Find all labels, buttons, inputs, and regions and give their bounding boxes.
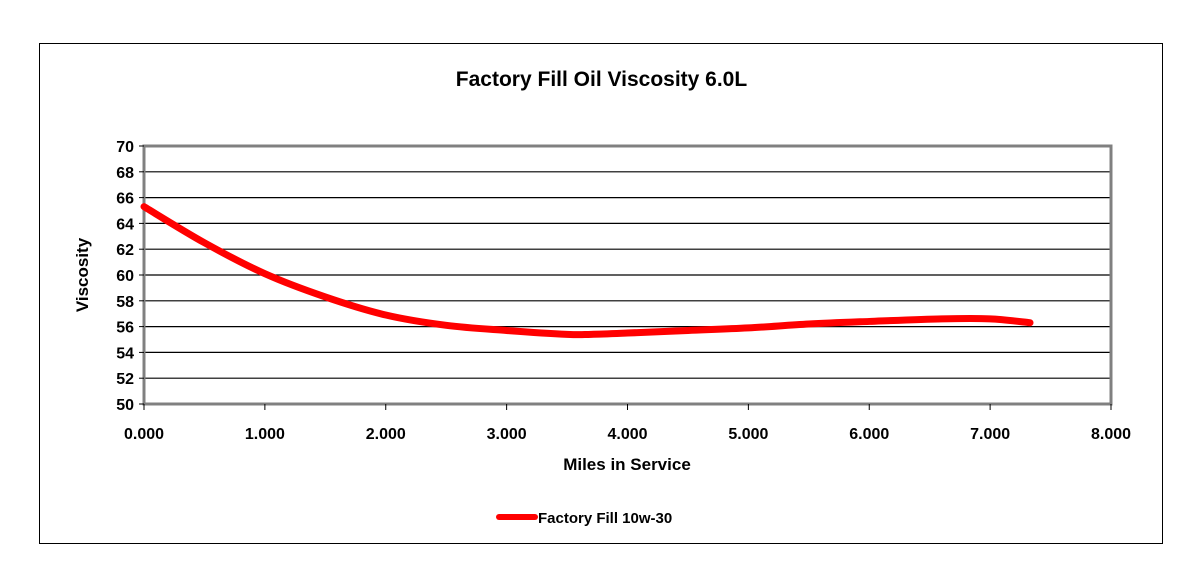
y-tick-label: 58	[116, 294, 134, 311]
y-tick-label: 64	[116, 216, 134, 233]
gridlines	[144, 145, 1111, 405]
y-tick-label: 66	[116, 191, 134, 208]
chart-title: Factory Fill Oil Viscosity 6.0L	[455, 68, 748, 91]
x-tick-label: 5.000	[728, 426, 768, 443]
y-tick-label: 56	[116, 320, 134, 337]
x-tick-label: 3.000	[487, 426, 527, 443]
y-tick-label: 50	[116, 397, 134, 414]
y-tick-label: 62	[116, 242, 134, 259]
x-axis-label: Miles in Service	[563, 455, 691, 474]
y-tick-label: 70	[116, 139, 134, 156]
y-tick-label: 52	[116, 371, 134, 388]
y-tick-label: 60	[116, 268, 134, 285]
x-tick-label: 0.000	[124, 426, 164, 443]
legend: Factory Fill 10w-30	[496, 510, 672, 527]
x-axis: 0.000 1.000 2.000 3.000 4.000 5.000 6.000 7.000…	[124, 404, 1131, 443]
y-axis-label: Viscosity	[73, 237, 92, 312]
x-tick-label: 6.000	[849, 426, 889, 443]
chart-frame	[39, 43, 1163, 544]
x-tick-label: 7.000	[970, 426, 1010, 443]
x-tick-label: 2.000	[366, 426, 406, 443]
series-line-factory-fill-10w-30	[140, 203, 1034, 339]
legend-label: Factory Fill 10w-30	[538, 510, 672, 527]
x-tick-label: 8.000	[1091, 426, 1131, 443]
y-tick-label: 68	[116, 165, 134, 182]
x-tick-label: 1.000	[245, 426, 285, 443]
y-axis: 50 52 54 56 58 60 62 64 66 68 70	[116, 139, 144, 414]
x-tick-label: 4.000	[607, 426, 647, 443]
y-tick-label: 54	[116, 345, 134, 362]
